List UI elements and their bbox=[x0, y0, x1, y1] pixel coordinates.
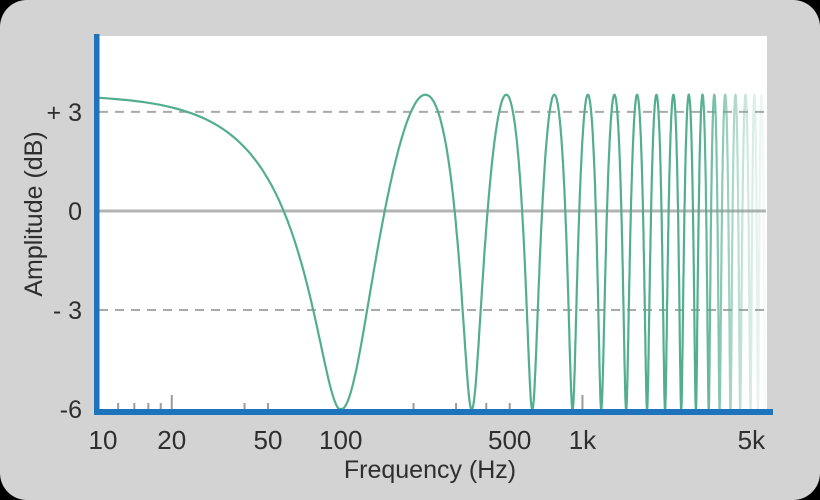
y-tick-label-3db: + 3 bbox=[47, 99, 82, 127]
x-tick-labels: 10 20 50 100 500 1k 5k bbox=[89, 425, 767, 455]
x-tick-label-5k: 5k bbox=[738, 425, 766, 455]
x-axis-line bbox=[94, 409, 773, 415]
x-axis-title: Frequency (Hz) bbox=[344, 456, 516, 484]
y-tick-label-0db: 0 bbox=[68, 198, 82, 226]
x-tick-label-1k: 1k bbox=[569, 425, 597, 455]
horizontal-gridlines bbox=[99, 110, 766, 311]
y-tick-label--6db: -6 bbox=[60, 396, 82, 424]
y-tick-labels: + 3 0 - 3 -6 bbox=[47, 99, 82, 424]
x-tick-label-50: 50 bbox=[254, 425, 283, 455]
x-tick-label-20: 20 bbox=[157, 425, 186, 455]
y-axis-line bbox=[94, 34, 100, 415]
y-axis-title: Amplitude (dB) bbox=[20, 131, 48, 296]
x-tick-label-10: 10 bbox=[89, 425, 118, 455]
x-tick-label-500: 500 bbox=[488, 425, 531, 455]
x-tick-label-100: 100 bbox=[319, 425, 362, 455]
y-tick-label--3db: - 3 bbox=[53, 297, 82, 325]
x-axis-ticks bbox=[117, 395, 584, 409]
response-curve bbox=[98, 93, 767, 411]
